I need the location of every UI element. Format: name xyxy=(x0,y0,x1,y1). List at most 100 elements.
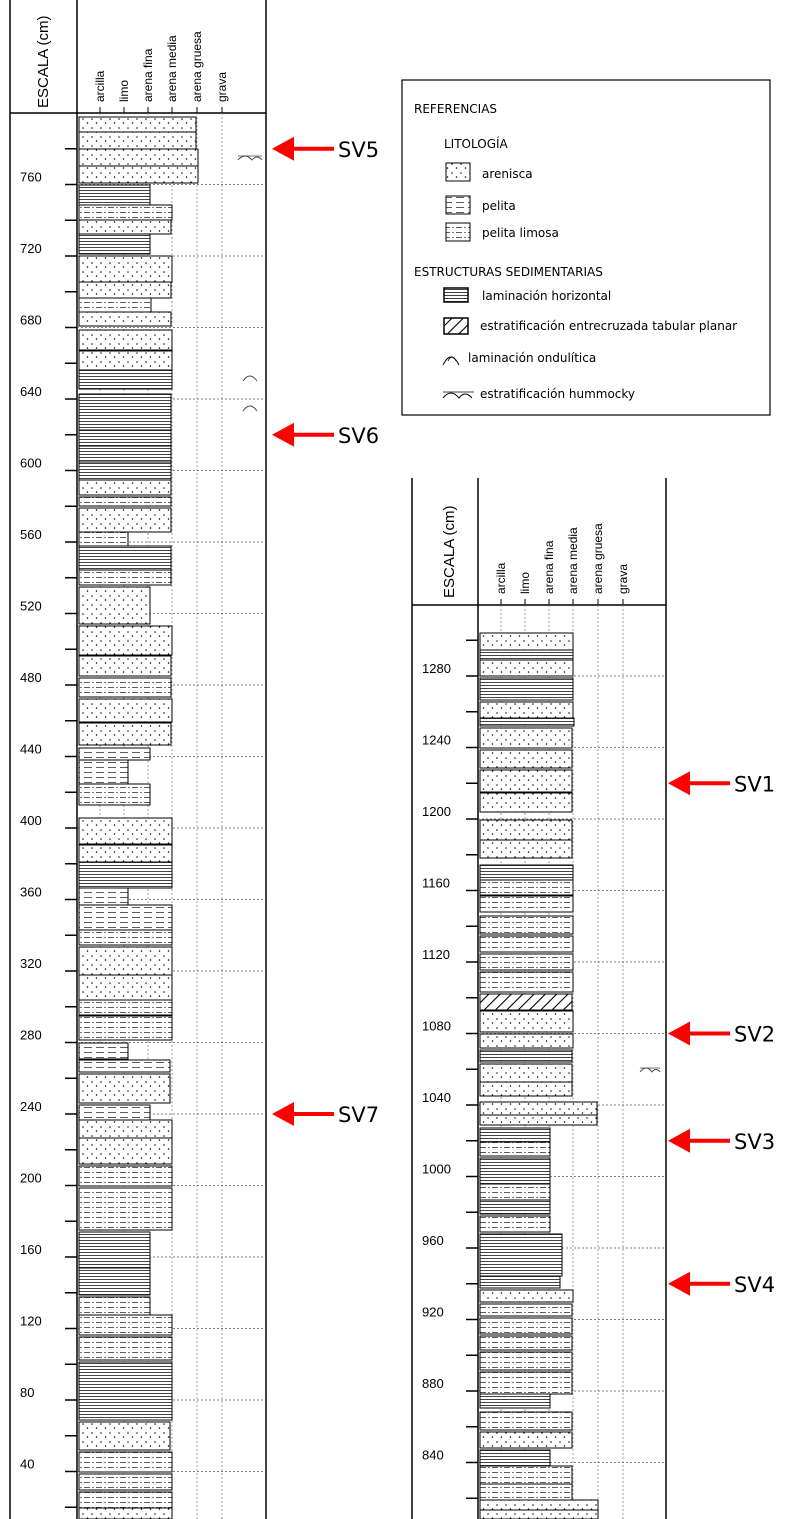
bed xyxy=(78,1187,173,1231)
grain-header-label: arcilla xyxy=(494,562,508,594)
grain-header-label: grava xyxy=(616,564,630,594)
bed xyxy=(479,1157,551,1185)
bed xyxy=(78,655,172,677)
bed xyxy=(78,1336,173,1361)
bed xyxy=(78,904,173,931)
hummocky-symbol-sv2 xyxy=(639,1067,661,1073)
bed xyxy=(479,701,574,719)
scale-tick-label: 320 xyxy=(20,956,42,971)
scale-tick-label: 480 xyxy=(20,670,42,685)
bed xyxy=(479,1509,599,1519)
sample-arrow-head xyxy=(272,1102,294,1126)
bed xyxy=(78,783,151,806)
bed xyxy=(78,184,151,206)
right-column: ESCALA (cm) arcilla limo arena fina arena m… xyxy=(411,478,667,1519)
scale-tick-label: 1120 xyxy=(422,947,450,962)
bed xyxy=(78,1119,173,1139)
bed xyxy=(479,659,574,677)
sample-arrow-head xyxy=(272,422,294,447)
bed xyxy=(479,895,574,913)
bed xyxy=(78,1137,173,1165)
scale-tick-label: 600 xyxy=(20,456,42,471)
bed xyxy=(78,445,172,463)
bed xyxy=(479,1393,551,1409)
bed xyxy=(78,131,197,150)
bed xyxy=(479,1483,573,1501)
bed xyxy=(78,479,172,496)
scale-tick-label: 80 xyxy=(20,1385,34,1400)
bed xyxy=(479,1141,551,1157)
bed xyxy=(78,1491,173,1509)
sample-arrow-head xyxy=(668,1271,690,1296)
bed xyxy=(479,1127,551,1143)
bed xyxy=(479,1289,574,1303)
bed xyxy=(78,722,172,746)
bed xyxy=(479,1233,563,1277)
bed xyxy=(78,1042,129,1060)
ripple-lamination-icon-inner xyxy=(447,356,457,362)
bed xyxy=(78,861,173,889)
right-beds xyxy=(479,632,599,1519)
scale-tick-label: 920 xyxy=(422,1305,444,1320)
scale-tick-label: 200 xyxy=(20,1171,42,1186)
scale-tick-label: 1160 xyxy=(422,876,450,891)
bed xyxy=(479,1303,573,1317)
bed xyxy=(479,1215,551,1233)
bed xyxy=(78,747,151,761)
sample-arrow-head xyxy=(668,1021,690,1046)
scale-tick-label: 1280 xyxy=(422,661,451,676)
grain-header-label: arena gruesa xyxy=(591,523,605,594)
bed xyxy=(479,1049,573,1063)
cross-stratification-swatch xyxy=(443,317,469,335)
bed xyxy=(78,1231,151,1269)
scale-tick-label: 760 xyxy=(20,170,42,185)
arenisca-swatch xyxy=(445,162,471,182)
legend-pelita-limosa: pelita limosa xyxy=(482,226,559,240)
bed xyxy=(78,569,172,586)
bed xyxy=(78,1451,173,1473)
grain-header-label: arena fina xyxy=(542,540,556,594)
sample-arrow-head xyxy=(272,136,294,161)
right-grain-headers: arcilla limo arena fina arena media arena gr… xyxy=(494,523,630,605)
bed xyxy=(479,677,574,701)
bed xyxy=(78,999,173,1016)
sample-label: SV1 xyxy=(734,772,775,796)
bed xyxy=(78,116,197,133)
sample-arrow-head xyxy=(668,771,690,796)
legend-cross-strat: estratificación entrecruzada tabular pla… xyxy=(480,319,737,333)
legend-lithology-title: LITOLOGÍA xyxy=(444,136,509,151)
bed xyxy=(78,545,172,571)
bed xyxy=(78,507,172,533)
pelita-swatch xyxy=(445,195,471,215)
scale-tick-label: 1200 xyxy=(422,804,451,819)
sample-label: SV2 xyxy=(734,1023,775,1047)
bed xyxy=(479,1317,573,1335)
scale-tick-label: 280 xyxy=(20,1028,42,1043)
bed xyxy=(78,1015,173,1041)
bed xyxy=(479,1411,573,1431)
sample-label: SV4 xyxy=(734,1273,775,1297)
bed xyxy=(78,625,173,656)
left-grain-headers: arcilla limo arena fina arena media arena gr… xyxy=(93,31,229,113)
scale-tick-label: 240 xyxy=(20,1099,42,1114)
bed xyxy=(479,915,574,935)
ripple-symbol-1 xyxy=(242,375,258,382)
bed xyxy=(78,429,172,447)
bed xyxy=(479,649,574,661)
bed xyxy=(479,727,573,749)
grain-header-label: limo xyxy=(117,80,131,102)
bed xyxy=(78,1073,171,1104)
bed xyxy=(479,1275,561,1289)
bed xyxy=(78,531,129,547)
sample-label: SV6 xyxy=(338,424,379,448)
pelita-limosa-swatch xyxy=(445,222,471,242)
right-tick-labels: 1280 1240 1200 1160 1120 1080 1040 1000 960 920 88… xyxy=(422,639,478,1499)
legend-box xyxy=(401,79,771,416)
left-grid xyxy=(77,113,266,1519)
bed xyxy=(78,929,173,946)
bed xyxy=(479,1081,573,1097)
bed xyxy=(78,1361,173,1421)
legend-pelita: pelita xyxy=(482,199,516,213)
bed xyxy=(479,839,573,859)
